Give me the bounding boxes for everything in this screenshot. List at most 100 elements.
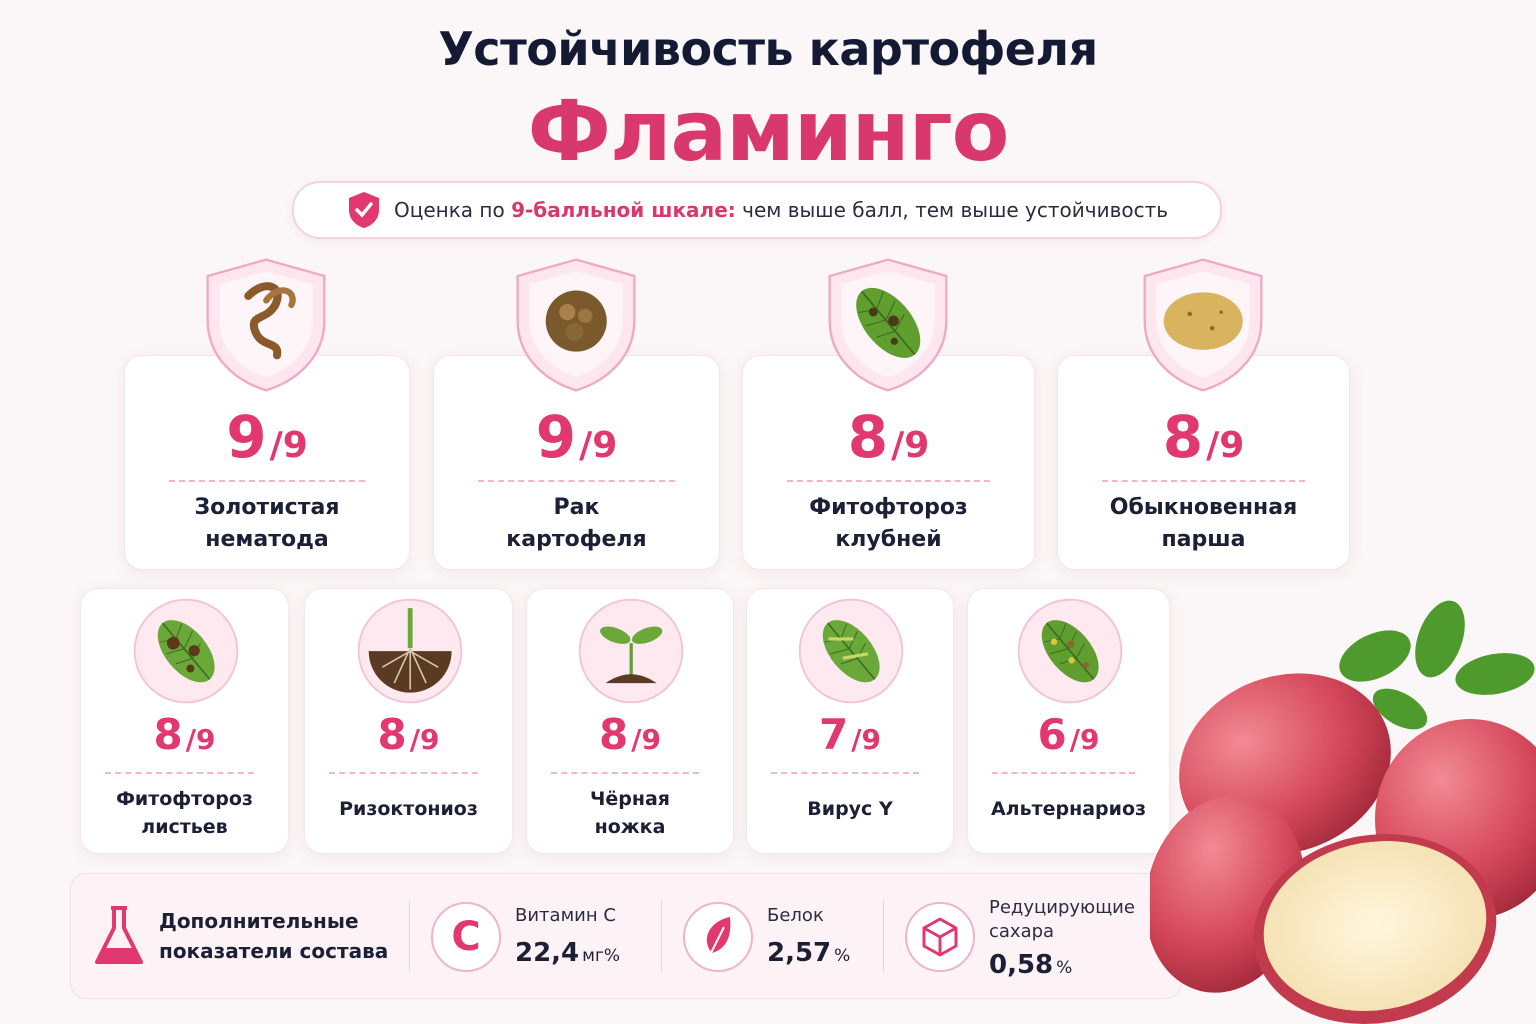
unit: % — [834, 946, 851, 966]
divider — [105, 772, 254, 774]
brand: Фламинго — [527, 82, 1010, 180]
separator — [409, 900, 410, 972]
score: 9/9 — [434, 408, 719, 466]
icon-part — [822, 620, 880, 683]
title-line: показатели состава — [159, 939, 389, 963]
score-scale: /9 — [269, 425, 308, 466]
item-name: Белок — [767, 904, 824, 928]
icon-part — [631, 626, 663, 644]
separator — [661, 900, 662, 972]
icon-part — [157, 620, 215, 683]
value: 0,58 — [989, 950, 1054, 980]
score-value: 8 — [847, 403, 889, 471]
icon-part — [600, 626, 663, 684]
icon-part — [600, 626, 631, 644]
icon-part — [855, 287, 920, 358]
label-line: Золотистая — [194, 495, 340, 520]
score-value: 8 — [1162, 403, 1204, 471]
icon-part — [166, 636, 180, 650]
item-name: Витамин С — [515, 904, 616, 928]
icon-part — [855, 287, 920, 358]
icon-part — [890, 337, 898, 345]
label-line: Вирус Y — [807, 798, 893, 820]
score-scale: /9 — [185, 723, 216, 756]
check — [355, 202, 373, 218]
disease-icon — [1017, 598, 1122, 704]
icon-part — [545, 290, 607, 352]
score-scale: /9 — [891, 425, 930, 466]
icon-part — [1041, 620, 1099, 683]
label-line: Чёрная — [590, 788, 670, 810]
icon-part — [381, 647, 438, 690]
flask-icon — [95, 906, 143, 964]
name-line: Белок — [767, 905, 824, 926]
disease-card: 9/9 Золотистая нематода — [124, 355, 410, 570]
composition-title: Дополнительные показатели состава — [159, 906, 388, 966]
icon-part — [1218, 310, 1223, 314]
icon-part — [407, 608, 413, 648]
unit: % — [1056, 958, 1073, 978]
disease-label: Фитофтороз листьев — [81, 785, 288, 841]
label-line: парша — [1161, 527, 1246, 552]
disease-card: 8/9 Ризоктониоз — [304, 588, 513, 854]
divider — [1102, 480, 1305, 482]
score-scale: /9 — [631, 723, 661, 756]
icon-part — [263, 287, 296, 309]
composition-panel: Дополнительные показатели состава C Витамин… — [70, 873, 1182, 999]
score-scale: /9 — [851, 723, 881, 756]
label-line: картофеля — [506, 527, 647, 552]
unit: мг% — [582, 946, 621, 966]
divider — [478, 480, 675, 482]
icon-part — [1209, 326, 1214, 331]
disease-card: 8/9 Фитофтороз листьев — [80, 588, 289, 854]
disease-icon — [578, 598, 684, 704]
icon-part — [1415, 600, 1465, 678]
item-icon — [683, 902, 753, 972]
score-value: 8 — [377, 710, 407, 759]
score-value: 8 — [599, 710, 629, 759]
item-glyph — [922, 917, 958, 957]
disease-label: Золотистая нематода — [125, 492, 409, 556]
score-value: 6 — [1037, 710, 1067, 759]
score: 8/9 — [743, 408, 1034, 466]
icon-part — [1263, 841, 1487, 1011]
disease-icon — [206, 258, 326, 392]
score: 8/9 — [1058, 408, 1349, 466]
icon-part — [1339, 600, 1535, 730]
icon-part — [1163, 292, 1243, 350]
icon-part — [1050, 638, 1057, 646]
icon-part — [1163, 292, 1243, 350]
icon-part — [1455, 653, 1535, 695]
label-line: Фитофтороз — [116, 788, 253, 810]
divider — [992, 772, 1135, 774]
icon-part — [1041, 620, 1099, 683]
label-line: ножка — [594, 816, 666, 838]
icon-part — [706, 917, 731, 953]
icon-part — [1045, 622, 1094, 680]
separator — [883, 900, 884, 972]
name-line: Редуцирующие — [989, 897, 1135, 918]
divider — [787, 480, 990, 482]
icon-part — [860, 290, 915, 356]
name-line: сахара — [989, 921, 1055, 942]
item-glyph — [706, 917, 731, 956]
score-value: 8 — [153, 710, 183, 759]
score-scale: /9 — [1206, 425, 1245, 466]
icon-part — [1339, 630, 1411, 682]
icon-part — [1066, 640, 1075, 649]
icon-part — [157, 620, 215, 683]
icon-part — [822, 620, 880, 683]
note-suffix: чем выше балл, тем выше устойчивость — [735, 198, 1169, 222]
divider — [771, 772, 919, 774]
icon-part — [244, 282, 296, 360]
score-value: 9 — [535, 403, 577, 471]
disease-icon — [133, 598, 238, 704]
disease-label: Чёрная ножка — [527, 785, 733, 841]
score: 9/9 — [125, 408, 409, 466]
disease-icon — [1143, 258, 1262, 392]
score: 8/9 — [305, 714, 512, 756]
icon-part — [857, 291, 905, 338]
disease-label: Вирус Y — [747, 795, 953, 823]
